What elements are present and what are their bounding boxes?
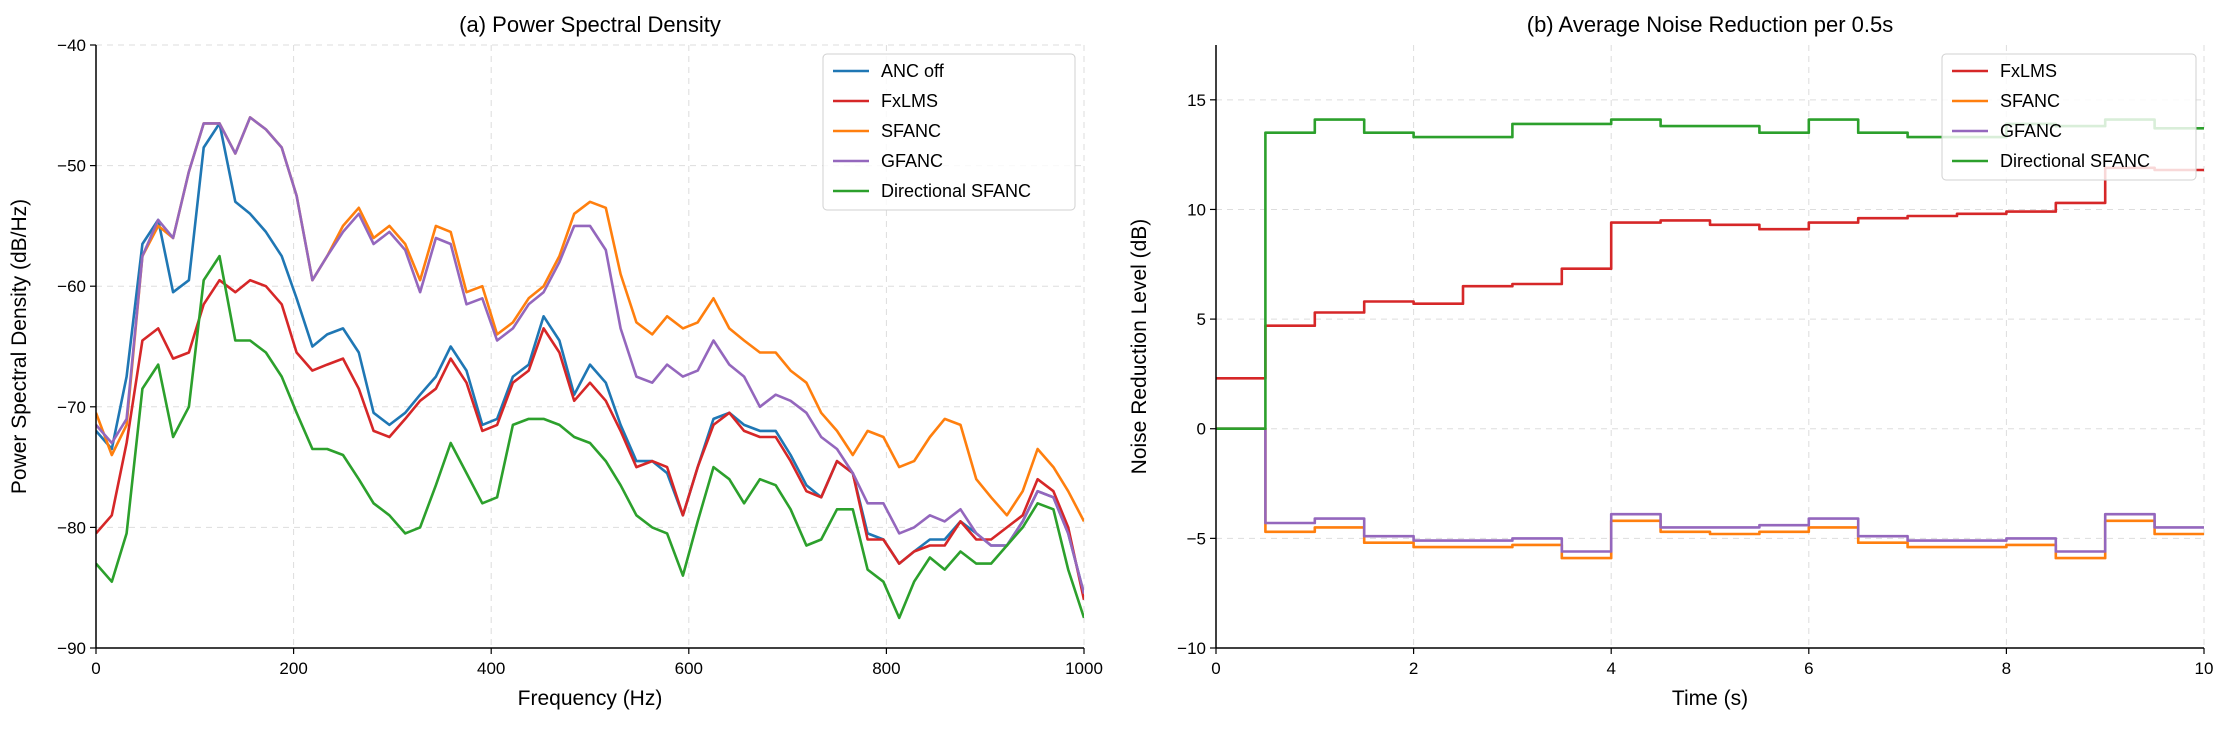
- series-line-directional-sfanc: [96, 254, 1084, 620]
- y-tick-label: −10: [1177, 639, 1206, 658]
- x-tick-label: 800: [872, 659, 900, 678]
- chart-nr: 0 2 4 6 8 10 −10 −5 0 5 10 15 (b) Average Noise Redu…: [1128, 12, 2213, 710]
- x-axis-title: Time (s): [1672, 687, 1748, 710]
- legend-label: GFANC: [2000, 121, 2062, 141]
- series-line-sfanc: [1216, 427, 2204, 560]
- legend-box: [1941, 53, 2197, 181]
- series-group: [1216, 118, 2204, 560]
- x-tick-label: 8: [2002, 659, 2011, 678]
- x-tick-label: 10: [2195, 659, 2214, 678]
- y-tick-label: 15: [1187, 91, 1206, 110]
- y-tick-label: −40: [57, 36, 86, 55]
- legend-label: Directional SFANC: [2000, 151, 2150, 171]
- series-line-gfanc: [96, 116, 1084, 595]
- y-tick-label: −70: [57, 398, 86, 417]
- series-line-anc-off: [96, 122, 1084, 595]
- legend-box: [822, 53, 1076, 211]
- x-tick-label: 200: [279, 659, 307, 678]
- y-tick-label: −80: [57, 518, 86, 537]
- legend-label: SFANC: [881, 121, 941, 141]
- x-tick-label: 6: [1804, 659, 1813, 678]
- x-axis-title: Frequency (Hz): [518, 687, 663, 710]
- x-tick-label: 4: [1606, 659, 1615, 678]
- legend-label: FxLMS: [2000, 61, 2057, 81]
- x-tick-label: 600: [675, 659, 703, 678]
- series-line-fxlms: [96, 278, 1084, 601]
- x-tick-label: 2: [1409, 659, 1418, 678]
- series-line-fxlms: [1216, 166, 2204, 380]
- chart-title: (a) Power Spectral Density: [459, 12, 721, 37]
- x-tick-label: 0: [91, 659, 100, 678]
- series-group: [96, 116, 1084, 620]
- y-tick-label: −90: [57, 639, 86, 658]
- x-tick-label: 0: [1211, 659, 1220, 678]
- legend-label: GFANC: [881, 151, 943, 171]
- y-tick-label: −5: [1187, 529, 1206, 548]
- y-tick-label: 5: [1197, 310, 1206, 329]
- x-tick-label: 400: [477, 659, 505, 678]
- y-axis-title: Power Spectral Density (dB/Hz): [8, 199, 31, 494]
- legend-label: ANC off: [881, 61, 945, 81]
- chart-title: (b) Average Noise Reduction per 0.5s: [1527, 12, 1893, 37]
- series-line-gfanc: [1216, 427, 2204, 553]
- y-tick-label: 0: [1197, 420, 1206, 439]
- x-tick-label: 1000: [1065, 659, 1103, 678]
- legend-label: FxLMS: [881, 91, 938, 111]
- legend: FxLMS SFANC GFANC Directional SFANC: [1941, 53, 2197, 181]
- legend-label: SFANC: [2000, 91, 2060, 111]
- chart-psd: 0 200 400 600 800 1000 −90 −80 −70 −60 −50 −40 (a) P…: [8, 12, 1103, 710]
- y-tick-label: −60: [57, 277, 86, 296]
- y-axis-title: Noise Reduction Level (dB): [1128, 219, 1151, 475]
- legend: ANC off FxLMS SFANC GFANC Directional SFANC: [822, 53, 1076, 211]
- y-tick-label: 10: [1187, 200, 1206, 219]
- y-tick-label: −50: [57, 157, 86, 176]
- legend-label: Directional SFANC: [881, 181, 1031, 201]
